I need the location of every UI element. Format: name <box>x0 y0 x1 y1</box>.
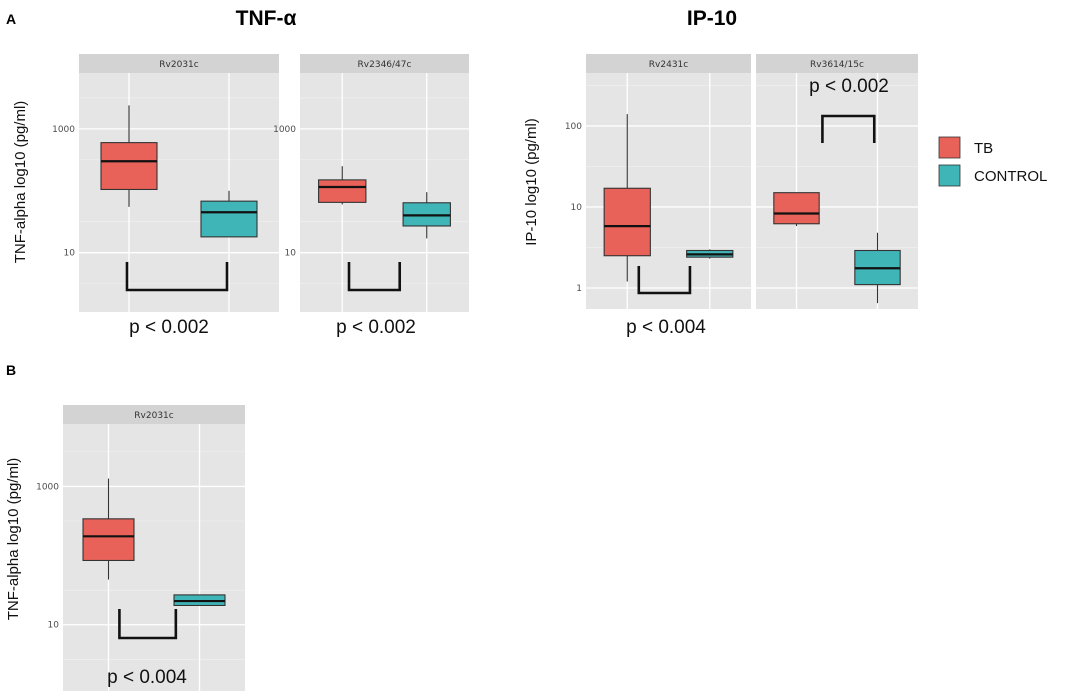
panel-label-a: A <box>6 11 16 27</box>
significance-bracket <box>637 266 692 295</box>
title-ip-10: IP-10 <box>687 7 737 30</box>
significance-bracket <box>125 262 229 292</box>
box-control <box>173 594 226 606</box>
facet-strip-label: Rv2346/47c <box>358 60 412 70</box>
box-tb <box>82 478 135 580</box>
y-tick-label: 10 <box>48 621 60 631</box>
facet-strip <box>756 54 918 73</box>
facet-strip <box>63 405 245 424</box>
facet-strip <box>79 54 279 73</box>
box-body <box>318 179 367 203</box>
box-control <box>402 192 451 239</box>
panel-label-b: B <box>6 362 16 378</box>
ylabel-a-ip10: IP-10 log10 (pg/ml) <box>523 118 540 246</box>
facet-strip <box>300 54 469 73</box>
box-body <box>603 187 651 257</box>
p-value-label: p < 0.004 <box>626 317 706 338</box>
legend: TB CONTROL <box>938 136 1047 187</box>
y-tick-label: 1 <box>576 284 582 294</box>
title-tnf-alpha: TNF-α <box>236 7 297 30</box>
facet-strip-label: Rv2031c <box>159 60 198 70</box>
legend-label-control: CONTROL <box>974 168 1047 185</box>
p-value-label: p < 0.002 <box>809 76 889 97</box>
box-body <box>773 192 820 225</box>
significance-bracket <box>821 114 876 143</box>
box-control <box>200 190 258 238</box>
facet-panel-rv2031c-tnf: Rv2031c 10 1000 p < 0.002 <box>52 54 279 338</box>
facet-strip <box>586 54 751 73</box>
box-body <box>82 518 135 562</box>
y-tick-label: 10 <box>64 249 76 259</box>
y-tick-label: 1000 <box>273 125 296 135</box>
plot-background <box>79 73 279 312</box>
ylabel-b-tnf: TNF-alpha log10 (pg/ml) <box>5 458 22 621</box>
box-tb <box>603 114 651 282</box>
ylabel-a-tnf: TNF-alpha log10 (pg/ml) <box>12 101 29 264</box>
y-tick-label: 1000 <box>36 482 59 492</box>
box-body <box>100 142 158 191</box>
y-tick-label: 100 <box>565 122 582 132</box>
facet-panel-rv2031c-tnf-b: Rv2031c 10 1000 p < 0.004 <box>36 405 245 691</box>
legend-label-tb: TB <box>974 140 993 157</box>
box-tb <box>100 105 158 207</box>
facet-panel-rv2431c-ip10: Rv2431c 1 10 100 p < 0.004 <box>565 54 751 338</box>
legend-swatch-tb <box>938 136 961 159</box>
y-tick-label: 10 <box>285 249 297 259</box>
box-control <box>686 249 734 259</box>
facet-strip-label: Rv2431c <box>649 60 688 70</box>
facet-panel-rv3614-ip10: Rv3614/15c p < 0.002 <box>756 54 918 309</box>
facet-panel-rv2346-tnf: Rv2346/47c 10 1000 p < 0.002 <box>273 54 469 338</box>
p-value-label: p < 0.004 <box>107 667 187 688</box>
significance-bracket <box>118 609 178 640</box>
p-value-label: p < 0.002 <box>129 317 209 338</box>
y-tick-label: 10 <box>571 203 583 213</box>
box-body <box>200 200 258 238</box>
box-control <box>854 232 901 304</box>
y-tick-label: 1000 <box>52 125 75 135</box>
p-value-label: p < 0.002 <box>336 317 416 338</box>
significance-bracket <box>347 262 402 292</box>
facet-strip-label: Rv3614/15c <box>810 60 864 70</box>
facet-strip-label: Rv2031c <box>134 411 173 421</box>
legend-swatch-control <box>938 164 961 187</box>
box-tb <box>773 192 820 227</box>
box-tb <box>318 166 367 205</box>
